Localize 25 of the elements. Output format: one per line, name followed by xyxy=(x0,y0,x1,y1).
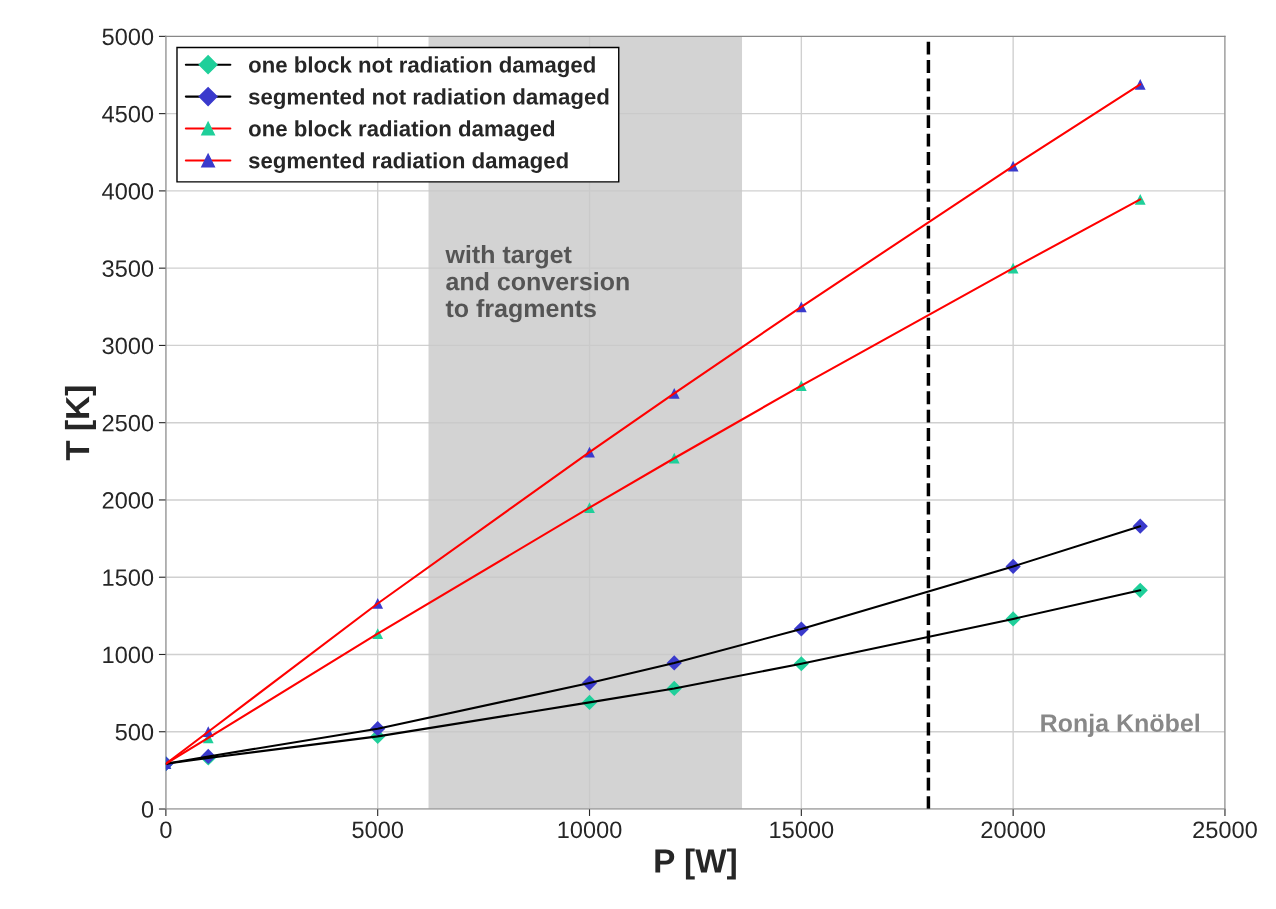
y-tick-label: 0 xyxy=(141,801,154,818)
y-tick-label: 3500 xyxy=(102,260,154,277)
y-tick-label: 5000 xyxy=(102,28,154,46)
legend-label: segmented not radiation damaged xyxy=(248,88,609,110)
legend-label: one block radiation damaged xyxy=(248,120,555,142)
x-tick-label: 0 xyxy=(160,821,172,839)
y-tick-label: 1000 xyxy=(103,646,154,664)
band-label: with target and conversion to fragments xyxy=(445,244,629,323)
annotation: Ronja Knöbel xyxy=(1041,713,1199,737)
x-tick-label: 5000 xyxy=(352,821,404,839)
y-tick-label: 4500 xyxy=(102,105,154,123)
y-tick-label: 2000 xyxy=(102,492,154,509)
legend-label: one block not radiation damaged xyxy=(248,56,595,78)
y-axis-title: T [K] xyxy=(64,386,96,461)
y-tick-label: 4000 xyxy=(102,182,154,200)
y-tick-label: 2500 xyxy=(102,414,154,432)
y-tick-label: 500 xyxy=(115,723,154,741)
x-tick-label: 15000 xyxy=(770,821,834,839)
x-tick-label: 25000 xyxy=(1193,821,1257,839)
x-tick-label: 20000 xyxy=(981,821,1046,839)
y-tick-label: 3000 xyxy=(102,337,154,355)
x-tick-label: 10000 xyxy=(558,821,622,839)
legend-label: segmented radiation damaged xyxy=(248,152,568,173)
x-axis-title: P [W] xyxy=(655,848,736,880)
y-tick-label: 1500 xyxy=(103,569,154,586)
